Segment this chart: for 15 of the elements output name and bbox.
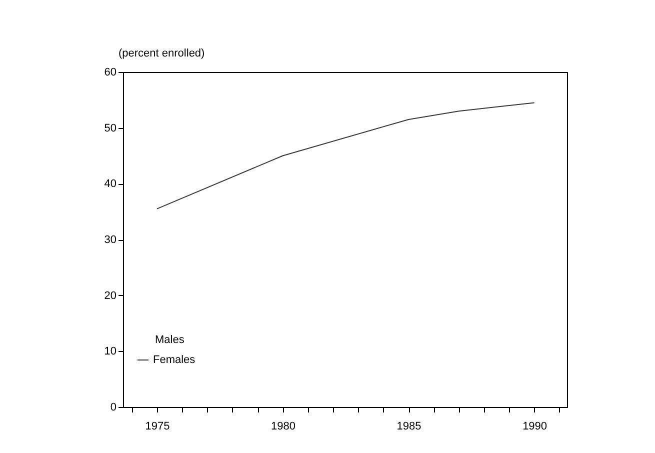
x-tick-label: 1980 [270, 420, 296, 432]
annotation: Males [155, 334, 185, 346]
y-tick-label: 30 [104, 234, 116, 246]
legend-label: Females [153, 354, 196, 366]
y-tick-label: 50 [104, 122, 116, 134]
y-tick-label: 0 [110, 402, 116, 414]
x-tick-label: 1975 [145, 420, 170, 432]
line-series [156, 102, 535, 210]
y-tick-label: 40 [104, 178, 116, 190]
y-tick-label: 20 [104, 290, 116, 302]
y-axis-title: (percent enrolled) [118, 48, 205, 60]
x-tick-label: 1985 [396, 420, 422, 432]
y-tick-label: 10 [104, 346, 116, 358]
x-tick-label: 1990 [522, 420, 548, 432]
y-tick-label: 60 [104, 66, 116, 78]
